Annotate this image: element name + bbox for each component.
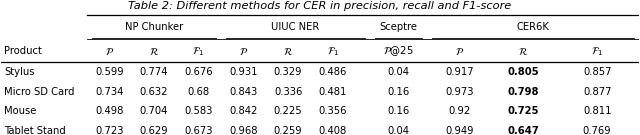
Text: $\mathcal{F}_1$: $\mathcal{F}_1$	[591, 45, 604, 58]
Text: 0.811: 0.811	[583, 106, 611, 116]
Text: 0.16: 0.16	[387, 87, 410, 97]
Text: 0.329: 0.329	[274, 67, 302, 77]
Text: NP Chunker: NP Chunker	[125, 22, 183, 32]
Text: Sceptre: Sceptre	[380, 22, 417, 32]
Text: 0.917: 0.917	[445, 67, 474, 77]
Text: Product: Product	[4, 46, 42, 56]
Text: 0.968: 0.968	[229, 126, 258, 135]
Text: 0.949: 0.949	[445, 126, 474, 135]
Text: 0.486: 0.486	[319, 67, 347, 77]
Text: 0.704: 0.704	[140, 106, 168, 116]
Text: 0.769: 0.769	[583, 126, 611, 135]
Text: 0.734: 0.734	[95, 87, 124, 97]
Text: $\mathcal{F}_1$: $\mathcal{F}_1$	[326, 45, 339, 58]
Text: 0.673: 0.673	[184, 126, 213, 135]
Text: 0.225: 0.225	[274, 106, 302, 116]
Text: 0.04: 0.04	[388, 126, 410, 135]
Text: 0.798: 0.798	[508, 87, 539, 97]
Text: 0.04: 0.04	[388, 67, 410, 77]
Text: $\mathcal{R}$: $\mathcal{R}$	[283, 46, 293, 57]
Text: 0.931: 0.931	[229, 67, 258, 77]
Text: 0.973: 0.973	[445, 87, 474, 97]
Text: 0.774: 0.774	[140, 67, 168, 77]
Text: 0.842: 0.842	[229, 106, 257, 116]
Text: 0.629: 0.629	[140, 126, 168, 135]
Text: 0.336: 0.336	[274, 87, 302, 97]
Text: 0.92: 0.92	[448, 106, 470, 116]
Text: Tablet Stand: Tablet Stand	[4, 126, 66, 135]
Text: $\mathcal{P}$: $\mathcal{P}$	[454, 46, 464, 57]
Text: $\mathcal{R}$: $\mathcal{R}$	[518, 46, 528, 57]
Text: Table 2: Different methods for CER in precision, recall and F1-score: Table 2: Different methods for CER in pr…	[129, 1, 511, 11]
Text: 0.481: 0.481	[319, 87, 347, 97]
Text: 0.857: 0.857	[583, 67, 611, 77]
Text: $\mathcal{R}$: $\mathcal{R}$	[149, 46, 159, 57]
Text: 0.599: 0.599	[95, 67, 124, 77]
Text: 0.16: 0.16	[387, 106, 410, 116]
Text: 0.259: 0.259	[274, 126, 302, 135]
Text: 0.647: 0.647	[508, 126, 539, 135]
Text: 0.632: 0.632	[140, 87, 168, 97]
Text: 0.68: 0.68	[188, 87, 210, 97]
Text: $\mathcal{P}$: $\mathcal{P}$	[239, 46, 248, 57]
Text: 0.877: 0.877	[583, 87, 611, 97]
Text: 0.583: 0.583	[184, 106, 213, 116]
Text: $\mathcal{F}_1$: $\mathcal{F}_1$	[193, 45, 205, 58]
Text: $\mathcal{P}$@25: $\mathcal{P}$@25	[383, 45, 414, 58]
Text: CER6K: CER6K	[517, 22, 550, 32]
Text: UIUC NER: UIUC NER	[271, 22, 319, 32]
Text: Micro SD Card: Micro SD Card	[4, 87, 74, 97]
Text: 0.723: 0.723	[95, 126, 124, 135]
Text: Stylus: Stylus	[4, 67, 35, 77]
Text: Mouse: Mouse	[4, 106, 36, 116]
Text: 0.843: 0.843	[229, 87, 257, 97]
Text: 0.408: 0.408	[319, 126, 347, 135]
Text: 0.356: 0.356	[319, 106, 347, 116]
Text: 0.725: 0.725	[508, 106, 539, 116]
Text: 0.498: 0.498	[95, 106, 124, 116]
Text: 0.805: 0.805	[508, 67, 539, 77]
Text: 0.676: 0.676	[184, 67, 213, 77]
Text: $\mathcal{P}$: $\mathcal{P}$	[105, 46, 114, 57]
